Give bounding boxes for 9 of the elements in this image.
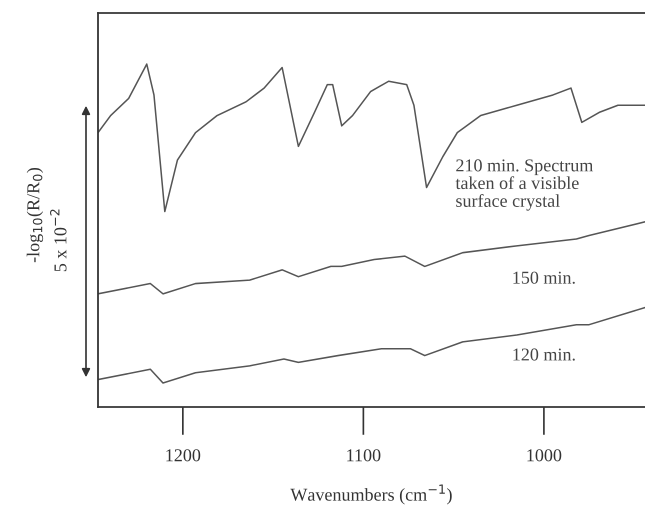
x-tick-label: 1100 — [347, 449, 380, 462]
series-label: 150 min. — [513, 272, 575, 284]
text: 5 x 10$^{−2}$ — [50, 210, 66, 272]
series-label: 210 min. Spectrum taken of a visible surface crystal — [456, 159, 594, 211]
x-tick-label: 1000 — [527, 449, 562, 462]
y-axis-title: -log$_{10}$(R/R$_{0}$) — [26, 168, 44, 262]
x-tick-label: 1200 — [166, 449, 200, 462]
x-axis-title: Wavenumbers (cm$^{−1}$) — [290, 484, 452, 504]
series-label: 120 min. — [513, 348, 575, 361]
